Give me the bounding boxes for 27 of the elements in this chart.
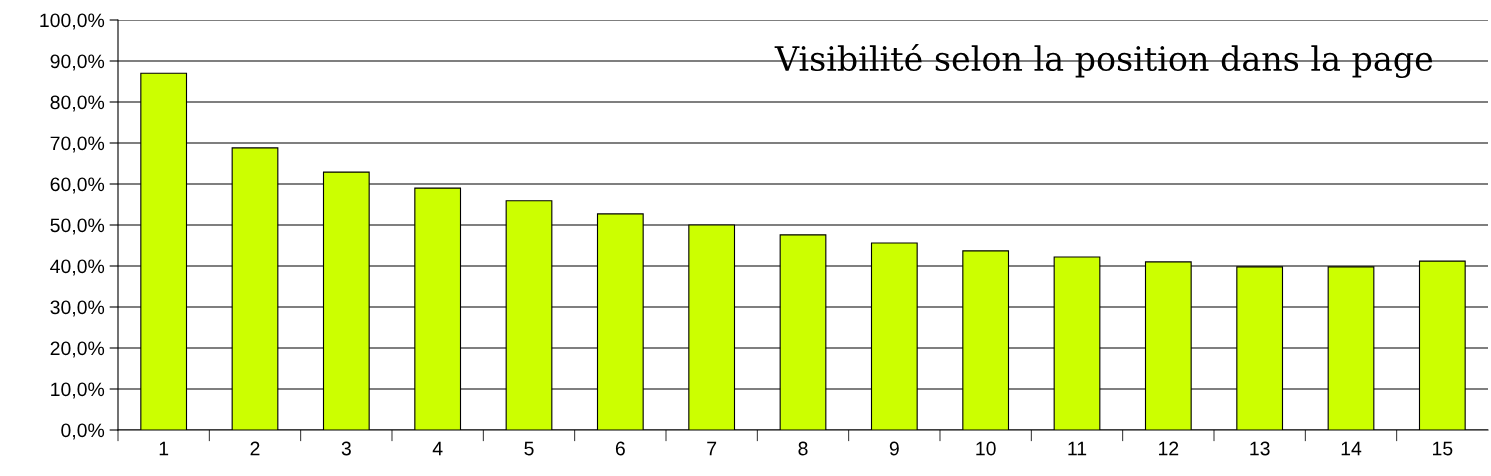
y-tick-label: 80,0% — [50, 95, 105, 112]
x-tick-label: 11 — [1068, 441, 1087, 456]
y-tick-label: 100,0% — [40, 13, 105, 30]
y-tick-label: 0,0% — [61, 423, 105, 440]
x-tick-label: 7 — [707, 441, 717, 456]
x-tick-label: 9 — [889, 441, 899, 456]
x-tick-label: 8 — [798, 441, 808, 456]
x-tick-label: 5 — [524, 441, 534, 456]
text: Visibilité selon la position dans la page — [774, 43, 1433, 79]
y-tick-label: 40,0% — [50, 259, 105, 276]
x-tick-label: 3 — [341, 441, 351, 456]
x-tick-label: 2 — [250, 441, 260, 456]
x-tick-label: 15 — [1433, 441, 1453, 456]
y-tick-label: 50,0% — [50, 218, 105, 235]
y-tick-label: 20,0% — [50, 341, 105, 358]
x-tick-label: 14 — [1341, 441, 1362, 456]
y-tick-label: 60,0% — [50, 177, 105, 194]
x-tick-label: 1 — [159, 441, 169, 456]
x-tick-label: 13 — [1250, 441, 1270, 456]
x-tick-label: 6 — [615, 441, 625, 456]
y-tick-label: 90,0% — [50, 54, 105, 71]
x-tick-label: 4 — [432, 441, 443, 456]
y-tick-label: 10,0% — [51, 382, 105, 399]
x-tick-label: 12 — [1159, 441, 1179, 456]
y-tick-label: 70,0% — [50, 136, 105, 153]
y-tick-label: 30,0% — [50, 300, 105, 317]
x-tick-label: 10 — [976, 441, 996, 456]
